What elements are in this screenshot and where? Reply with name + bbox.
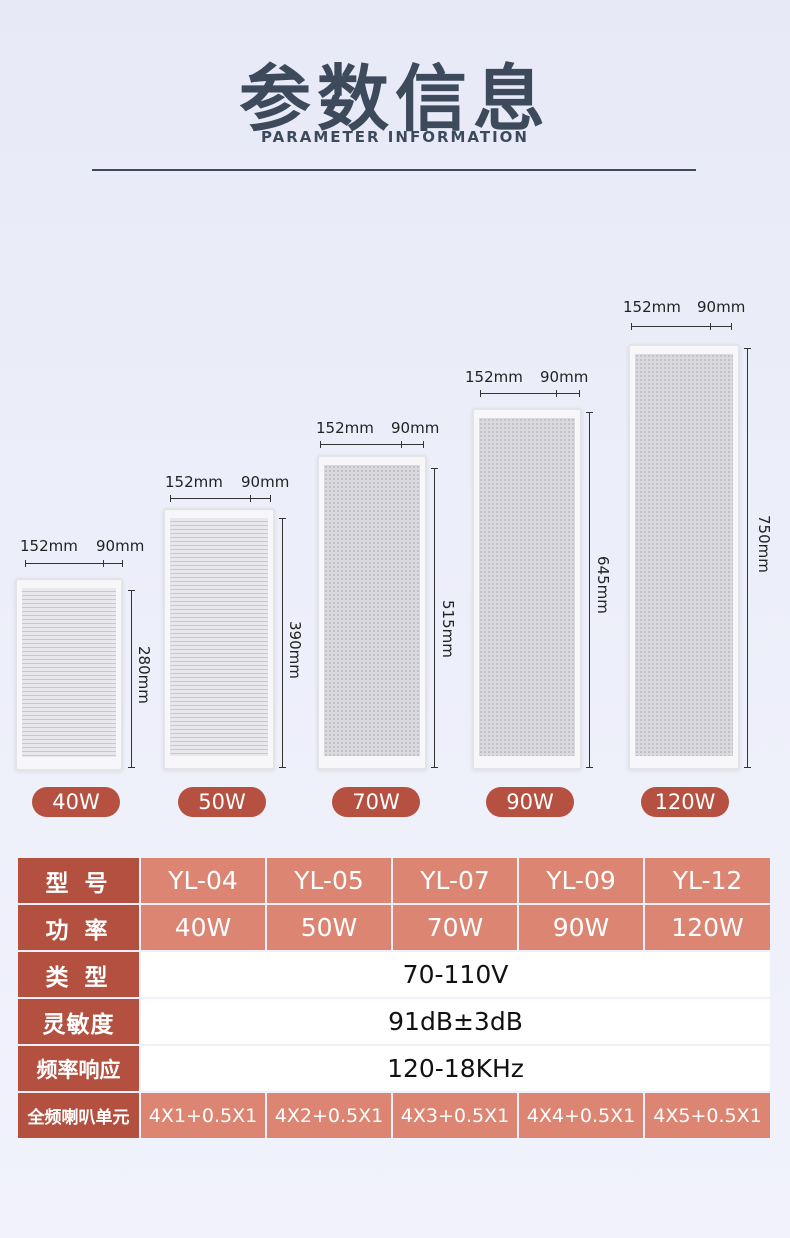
depth-label: 90mm xyxy=(96,537,145,555)
title-divider xyxy=(92,169,696,171)
height-label: 515mm xyxy=(439,600,457,658)
height-line xyxy=(128,590,135,768)
table-row-model: 型 号 YL-04 YL-05 YL-07 YL-09 YL-12 xyxy=(18,858,770,903)
width-label: 152mm xyxy=(465,368,523,386)
dimension-line xyxy=(631,323,732,330)
power-badge: 90W xyxy=(486,787,574,817)
driver-cell: 4X4+0.5X1 xyxy=(519,1093,643,1138)
driver-cell: 4X5+0.5X1 xyxy=(645,1093,770,1138)
dimension-line xyxy=(320,441,424,448)
power-cell: 90W xyxy=(519,905,643,950)
sensitivity-value: 91dB±3dB xyxy=(141,999,770,1044)
width-label: 152mm xyxy=(165,473,223,491)
depth-label: 90mm xyxy=(391,419,440,437)
driver-cell: 4X2+0.5X1 xyxy=(267,1093,391,1138)
power-cell: 70W xyxy=(393,905,517,950)
height-line xyxy=(744,348,751,768)
model-cell: YL-04 xyxy=(141,858,265,903)
page-subtitle: PARAMETER INFORMATION xyxy=(261,128,529,146)
table-row-drivers: 全频喇叭单元 4X1+0.5X1 4X2+0.5X1 4X3+0.5X1 4X4… xyxy=(18,1093,770,1138)
table-row-power: 功 率 40W 50W 70W 90W 120W xyxy=(18,905,770,950)
power-badge: 40W xyxy=(32,787,120,817)
model-cell: YL-09 xyxy=(519,858,643,903)
model-cell: YL-05 xyxy=(267,858,391,903)
speaker-body xyxy=(163,508,275,770)
height-label: 645mm xyxy=(594,556,612,614)
power-badge: 50W xyxy=(178,787,266,817)
model-cell: YL-12 xyxy=(645,858,770,903)
height-label: 280mm xyxy=(135,646,153,704)
row-label-sensitivity: 灵敏度 xyxy=(18,999,139,1044)
width-label: 152mm xyxy=(623,298,681,316)
row-label-type: 类 型 xyxy=(18,952,139,997)
speaker-body xyxy=(317,455,427,770)
model-cell: YL-07 xyxy=(393,858,517,903)
table-row-type: 类 型 70-110V xyxy=(18,952,770,997)
power-badge: 70W xyxy=(332,787,420,817)
driver-cell: 4X1+0.5X1 xyxy=(141,1093,265,1138)
power-badge: 120W xyxy=(641,787,729,817)
table-row-frequency: 频率响应 120-18KHz xyxy=(18,1046,770,1091)
height-label: 390mm xyxy=(286,621,304,679)
frequency-value: 120-18KHz xyxy=(141,1046,770,1091)
type-value: 70-110V xyxy=(141,952,770,997)
depth-label: 90mm xyxy=(540,368,589,386)
dimension-line xyxy=(480,390,580,397)
depth-label: 90mm xyxy=(697,298,746,316)
width-label: 152mm xyxy=(20,537,78,555)
power-cell: 50W xyxy=(267,905,391,950)
height-line xyxy=(586,412,593,768)
height-line xyxy=(279,518,286,768)
row-label-frequency: 频率响应 xyxy=(18,1046,139,1091)
speaker-body xyxy=(472,408,582,770)
power-cell: 40W xyxy=(141,905,265,950)
row-label-power: 功 率 xyxy=(18,905,139,950)
speaker-body xyxy=(15,578,123,771)
page-title: 参数信息 xyxy=(238,57,551,141)
width-label: 152mm xyxy=(316,419,374,437)
row-label-drivers: 全频喇叭单元 xyxy=(18,1093,139,1138)
driver-cell: 4X3+0.5X1 xyxy=(393,1093,517,1138)
dimension-line xyxy=(25,560,123,567)
depth-label: 90mm xyxy=(241,473,290,491)
row-label-model: 型 号 xyxy=(18,858,139,903)
height-line xyxy=(431,468,438,768)
table-row-sensitivity: 灵敏度 91dB±3dB xyxy=(18,999,770,1044)
power-cell: 120W xyxy=(645,905,770,950)
height-label: 750mm xyxy=(755,515,773,573)
speaker-body xyxy=(628,344,740,770)
dimension-line xyxy=(170,495,271,502)
